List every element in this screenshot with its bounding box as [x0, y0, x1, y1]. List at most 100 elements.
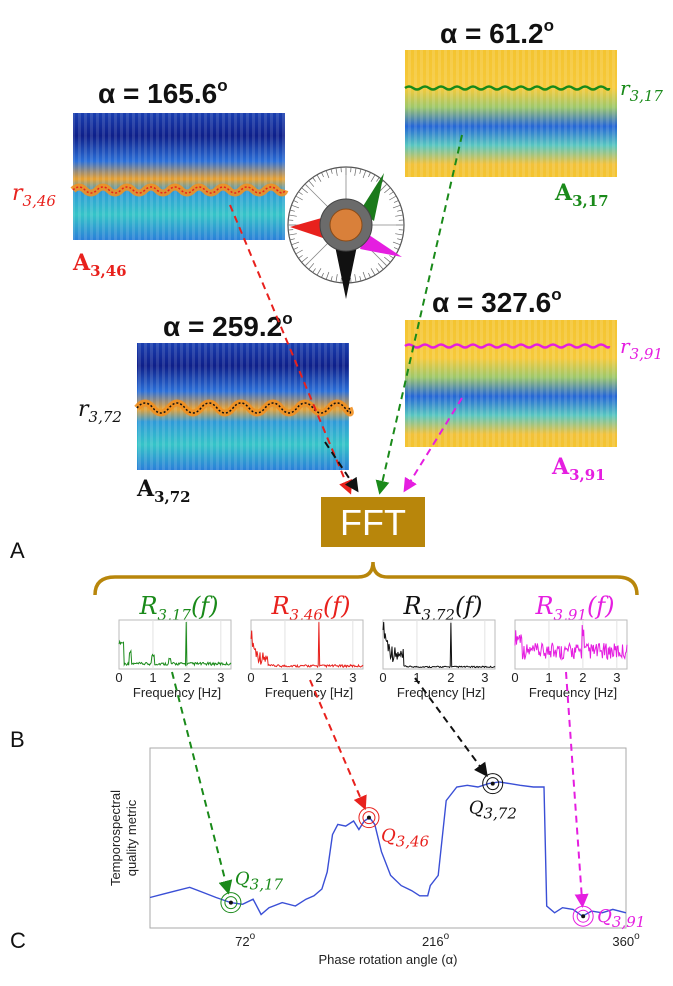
- compass-tick: [301, 187, 308, 194]
- spectrum-91-tick-label: 3: [613, 670, 620, 685]
- map-3-91-a-label: A3,91: [551, 454, 606, 484]
- compass-hub-inner: [329, 208, 363, 242]
- compass-tick: [384, 256, 391, 263]
- compass-tick: [308, 180, 315, 187]
- spectrum-72-line: [382, 621, 496, 669]
- map-3-46: α = 165.6o r3,46 A3,46: [12, 76, 289, 280]
- spectrum-91-tick-label: 1: [545, 670, 552, 685]
- compass-tick: [291, 241, 300, 246]
- spectrum-46-line: [250, 622, 364, 669]
- compass-tick: [368, 172, 371, 178]
- marker-ring-inner: [576, 909, 590, 923]
- compass-tick: [335, 167, 338, 176]
- marker-dot: [228, 900, 233, 905]
- spectrum-72-tick-label: 0: [379, 670, 386, 685]
- compass-tick: [312, 177, 316, 182]
- compass-tick: [308, 263, 315, 270]
- compass-tick: [393, 200, 399, 203]
- compass-tick: [362, 271, 367, 280]
- spectrum-17-xlabel: Frequency [Hz]: [133, 685, 221, 700]
- compass-tick: [389, 195, 397, 201]
- compass-tick: [301, 256, 308, 263]
- compass-tick: [321, 272, 324, 278]
- spectrum-17-tick-label: 1: [149, 670, 156, 685]
- compass-needle-magenta: [360, 233, 402, 257]
- marker-ring-outer: [482, 773, 504, 795]
- arrow-map91-fft: [403, 397, 463, 493]
- quality-marker-46: Q3,46: [358, 807, 430, 851]
- spectrum-72-xlabel: Frequency [Hz]: [397, 685, 485, 700]
- spectrum-17-tick-label: 2: [183, 670, 190, 685]
- brace: [93, 561, 639, 596]
- marker-ring-inner: [486, 777, 500, 791]
- spectrum-46-tick-label: 1: [281, 670, 288, 685]
- panel-label-a: A: [10, 538, 25, 563]
- panel-label-b: B: [10, 727, 25, 752]
- spectrum-91-tick-label: 0: [511, 670, 518, 685]
- spectrum-17-frame: [118, 619, 232, 670]
- compass-tick: [392, 204, 401, 209]
- compass-tick: [321, 172, 324, 178]
- spectrum-46-xlabel: Frequency [Hz]: [265, 685, 353, 700]
- map-3-46-trace: [72, 186, 286, 194]
- compass-tick: [370, 174, 376, 182]
- compass-tick: [316, 268, 322, 276]
- spectrum-72-tick-label: 1: [413, 670, 420, 685]
- arrow-spectrum-72-marker: [414, 677, 488, 777]
- map-3-91-trace: [404, 343, 611, 349]
- quality-plot-xtick: 72o: [235, 931, 255, 949]
- compass-tick: [376, 268, 380, 273]
- spectrum-46-frame: [250, 619, 364, 670]
- compass-tick: [370, 268, 376, 276]
- compass-tick: [288, 214, 297, 217]
- spectrum-46-tick-label: 2: [315, 670, 322, 685]
- quality-marker-46-label: Q3,46: [381, 826, 430, 851]
- compass-tick: [330, 276, 333, 282]
- map-3-46-alpha: α = 165.6o: [98, 76, 228, 109]
- map-3-91-r-label: r3,91: [620, 334, 663, 363]
- compass-tick: [354, 167, 357, 176]
- compass-tick: [397, 238, 403, 241]
- compass-tick: [316, 174, 322, 182]
- compass-tick: [389, 191, 394, 195]
- map-3-46-r-label: r3,46: [12, 181, 56, 210]
- spectrum-91-title: R3,91(f): [534, 592, 614, 624]
- quality-plot-xtick: 360o: [612, 931, 640, 949]
- quality-marker-17: Q3,17: [220, 869, 284, 914]
- compass-tick: [354, 274, 357, 283]
- quality-plot-ylabel: Temporospectralquality metric: [108, 790, 139, 886]
- compass-tick: [384, 187, 391, 194]
- spectrum-46-tick-label: 3: [349, 670, 356, 685]
- compass-tick: [312, 268, 316, 273]
- map-3-72: α = 259.2o r3,72 A3,72: [78, 309, 354, 506]
- map-3-72-alpha: α = 259.2o: [163, 309, 293, 342]
- marker-dot: [581, 914, 586, 919]
- arrow-spectrum-91-marker: [565, 671, 589, 909]
- compass-tick: [393, 247, 399, 250]
- spectrum-17-tick-label: 0: [115, 670, 122, 685]
- phase-compass: [287, 166, 405, 299]
- compass-tick: [293, 247, 299, 250]
- marker-ring-inner: [362, 811, 376, 825]
- map-3-17-r-label: r3,17: [620, 76, 663, 105]
- map-3-72-trace: [136, 402, 352, 414]
- map-3-72-a-label: A3,72: [136, 476, 191, 506]
- compass-tick: [288, 233, 297, 236]
- compass-tick: [395, 233, 404, 236]
- fft-box-bg: [321, 497, 425, 547]
- compass-tick: [359, 276, 362, 282]
- compass-tick: [362, 170, 367, 179]
- compass-tick: [368, 272, 371, 278]
- spectrum-91-xlabel: Frequency [Hz]: [529, 685, 617, 700]
- spectrum-17-title: R3,17(f): [138, 592, 218, 624]
- marker-ring-outer: [358, 807, 380, 829]
- quality-marker-91: Q3,91: [572, 905, 645, 931]
- quality-marker-72-label: Q3,72: [469, 798, 517, 823]
- spectrum-91-line: [514, 624, 628, 661]
- arrow-map72-fft: [324, 441, 359, 493]
- compass-tick: [325, 170, 330, 179]
- map-3-91: α = 327.6o r3,91 A3,91: [404, 285, 663, 484]
